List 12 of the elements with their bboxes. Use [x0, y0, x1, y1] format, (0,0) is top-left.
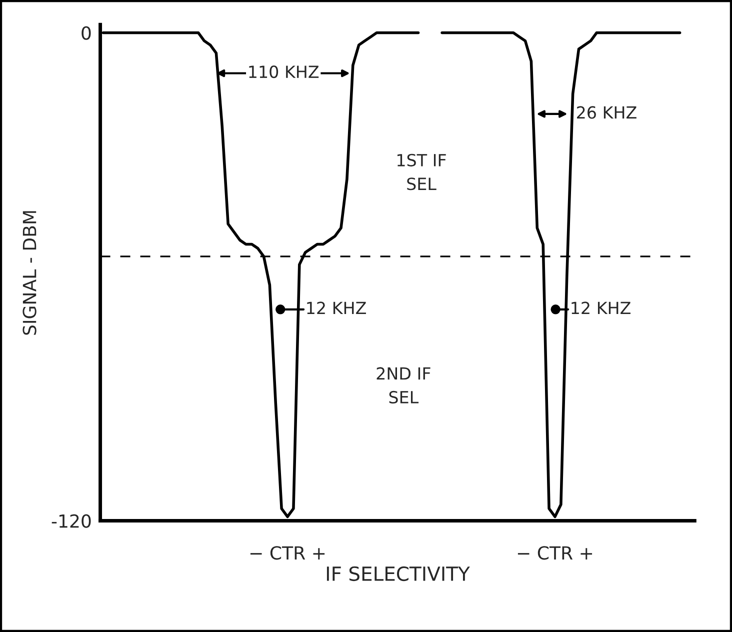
- annotation: 1ST IF SEL: [398, 154, 446, 190]
- y-tick-label: -120: [52, 514, 91, 528]
- annotation: 110 KHZ: [249, 65, 319, 78]
- annotation: 12 KHZ: [572, 302, 630, 314]
- annotation: 2ND IF SEL: [376, 367, 430, 404]
- y-axis-title: SIGNAL - DBM: [22, 211, 36, 335]
- y-tick-label: 0: [82, 26, 91, 40]
- x-tick-label: − CTR +: [518, 546, 592, 560]
- x-tick-label: − CTR +: [250, 546, 325, 560]
- annotation: 26 KHZ: [577, 106, 636, 119]
- x-axis-title: IF SELECTIVITY: [326, 566, 470, 582]
- annotation: 12 KHZ: [307, 302, 366, 314]
